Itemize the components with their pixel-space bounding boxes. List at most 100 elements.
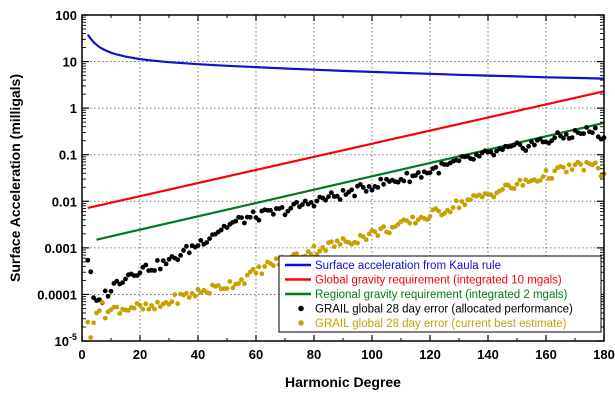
y-tick-label: 0.1 [59, 148, 77, 163]
data-point [352, 193, 357, 199]
data-point [175, 301, 181, 307]
data-point [552, 135, 558, 141]
data-point [500, 187, 505, 192]
legend: Surface acceleration from Kaula rule Glob… [278, 255, 602, 333]
x-axis-title: Harmonic Degree [285, 374, 401, 390]
data-point [592, 160, 598, 166]
data-point [215, 283, 221, 288]
x-tick-label: 120 [419, 347, 441, 362]
y-tick-label: 10-5 [55, 332, 77, 349]
data-point [160, 258, 166, 263]
data-point [253, 270, 259, 276]
y-tick-label: 1 [70, 101, 77, 116]
data-point [163, 261, 169, 267]
data-point [569, 135, 575, 141]
data-point [581, 131, 587, 137]
data-point [91, 295, 96, 301]
data-point [511, 186, 517, 191]
data-point [314, 198, 320, 204]
data-point [514, 181, 520, 187]
x-tick-label: 100 [361, 347, 383, 362]
data-point [537, 136, 543, 142]
data-point [175, 257, 181, 263]
data-point [471, 156, 476, 162]
data-point [326, 194, 331, 200]
data-point [314, 251, 320, 257]
data-point [436, 208, 442, 214]
data-point [125, 308, 131, 313]
y-tick-label: 0.01 [52, 194, 77, 209]
data-point [537, 178, 543, 183]
data-point [523, 148, 529, 153]
data-point [250, 209, 256, 215]
data-point [218, 227, 224, 233]
data-point [349, 187, 355, 193]
data-point [152, 306, 157, 312]
data-point [323, 197, 328, 203]
y-tick-label: 0.001 [44, 241, 77, 256]
data-point [282, 212, 288, 218]
x-tick-labels: 0 20 40 60 80 100 120 140 160 180 [78, 347, 614, 362]
data-point [375, 233, 381, 239]
data-point [198, 238, 204, 243]
data-point [288, 205, 294, 211]
x-tick-label: 80 [307, 347, 321, 362]
data-point [273, 256, 279, 261]
series-1 [86, 33, 605, 80]
data-point [155, 258, 160, 263]
data-point [407, 179, 413, 185]
data-point [476, 153, 482, 159]
data-point [387, 230, 392, 236]
data-point [569, 167, 575, 173]
data-point [85, 319, 91, 325]
data-point [120, 280, 125, 285]
data-point [88, 269, 94, 275]
data-point [331, 244, 337, 250]
data-point [416, 170, 421, 175]
data-point [117, 311, 123, 316]
data-point [491, 152, 497, 158]
data-point [195, 286, 201, 292]
data-point [294, 200, 299, 205]
data-point [453, 198, 459, 204]
data-point [172, 292, 178, 298]
data-point [459, 199, 465, 204]
data-point [413, 173, 418, 178]
data-point [308, 200, 314, 205]
data-point [152, 268, 157, 273]
data-point [334, 193, 340, 199]
data-point [239, 277, 244, 283]
data-point [99, 300, 105, 305]
data-point [427, 214, 433, 219]
data-point [358, 182, 363, 187]
series-4 [85, 125, 607, 306]
data-point [247, 214, 253, 220]
x-tick-label: 60 [249, 347, 263, 362]
data-point [256, 217, 262, 223]
x-tick-label: 160 [535, 347, 557, 362]
legend-label: Surface acceleration from Kaula rule [315, 260, 501, 272]
legend-label: Regional gravity requirement (integrated… [315, 289, 568, 301]
data-point [131, 305, 137, 311]
data-point [488, 149, 494, 155]
data-point [320, 245, 326, 250]
data-point [363, 237, 369, 243]
data-point [256, 264, 262, 270]
data-point [262, 264, 268, 269]
x-tick-label: 20 [133, 347, 147, 362]
data-point [146, 306, 152, 312]
data-point [137, 302, 143, 308]
data-point [279, 205, 285, 210]
data-point [88, 335, 94, 340]
data-point [143, 262, 149, 268]
x-tick-label: 140 [477, 347, 499, 362]
legend-label: GRAIL global 28 day error (allocated per… [315, 304, 573, 316]
data-point [149, 303, 155, 308]
data-point [317, 248, 323, 254]
x-tick-label: 0 [78, 347, 85, 362]
data-point [363, 188, 369, 194]
data-point [462, 202, 468, 208]
data-point [227, 279, 233, 284]
data-point [181, 248, 186, 253]
data-point [334, 238, 340, 244]
